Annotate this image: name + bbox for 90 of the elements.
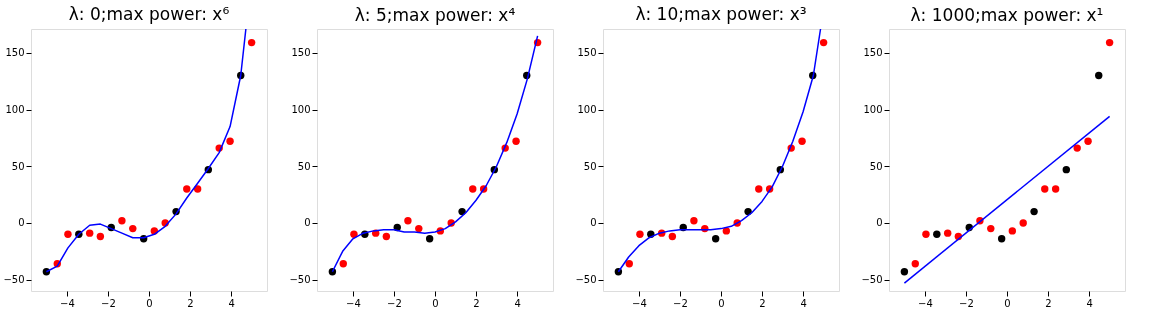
y-tick-label: 150 [577,47,597,59]
y-tick-label: 150 [5,47,25,59]
point [226,137,234,145]
point [744,207,752,216]
point [350,230,358,238]
point [711,235,720,243]
point [469,185,477,193]
point [636,230,644,238]
y-tick-label: 0 [18,217,25,229]
y-tick-label: −50 [575,274,597,286]
chart-title: λ: 5;max power: x⁴ [354,5,516,25]
point [247,38,256,47]
point [118,216,126,225]
y-tick-label: −50 [861,274,883,286]
point [987,224,995,233]
point [129,224,137,233]
y-tick-label: 0 [304,217,311,229]
x-tick-label: 2 [187,297,194,309]
y-tick-label: 50 [869,160,883,172]
point [1095,71,1103,80]
y-tick-label: 100 [5,104,25,116]
point [96,232,105,241]
y-tick-label: 100 [291,104,311,116]
y-tick-label: −50 [3,274,25,286]
chart-title: λ: 0;max power: x⁶ [68,4,230,25]
y-tick-label: −50 [289,274,311,286]
point [382,232,391,241]
point [64,230,72,238]
x-tick-label: −2 [673,297,688,309]
point [625,260,633,268]
y-tick-label: 100 [863,104,883,116]
point [1008,227,1017,235]
x-tick-label: −4 [60,297,75,309]
chart-title: λ: 10;max power: x³ [635,4,807,25]
x-tick-label: 4 [514,297,521,309]
y-tick-label: 50 [583,160,597,172]
x-tick-label: −2 [959,297,974,309]
point [933,230,941,238]
point [193,185,202,193]
point [404,216,412,225]
x-tick-label: 0 [1004,297,1011,309]
x-tick-label: 0 [146,297,153,309]
point [1030,207,1038,216]
point [425,235,434,243]
point [819,38,828,47]
x-tick-label: −2 [387,297,402,309]
point [415,224,423,233]
point [512,137,520,145]
point [722,227,731,235]
y-tick-label: 50 [11,160,25,172]
x-tick-label: −4 [346,297,361,309]
point [943,229,952,237]
y-tick-label: 0 [590,217,597,229]
point [1105,38,1114,47]
point [183,185,191,193]
point [668,232,677,241]
x-tick-label: 2 [1045,297,1052,309]
point [911,260,919,268]
x-tick-label: 0 [432,297,439,309]
x-tick-label: 4 [1086,297,1093,309]
x-tick-label: −2 [101,297,116,309]
point [1019,219,1027,227]
point [328,268,337,276]
point [922,230,930,238]
y-tick-label: 100 [577,104,597,116]
x-tick-label: 2 [473,297,480,309]
point [997,235,1006,243]
y-tick-label: 150 [291,47,311,59]
point [1062,165,1071,174]
point [1051,185,1060,193]
point [798,137,806,145]
point [1041,185,1049,193]
point [85,229,94,237]
y-tick-label: 0 [876,217,883,229]
x-tick-label: 4 [800,297,807,309]
point [1073,144,1081,152]
y-tick-label: 50 [297,160,311,172]
point [1084,137,1092,145]
x-tick-label: 4 [228,297,235,309]
y-tick-label: 150 [863,47,883,59]
x-tick-label: 0 [718,297,725,309]
x-tick-label: −4 [918,297,933,309]
chart-title: λ: 1000;max power: x¹ [910,5,1104,25]
point [900,268,909,276]
point [458,207,466,216]
point [755,185,763,193]
x-tick-label: 2 [759,297,766,309]
point [690,216,698,225]
x-tick-label: −4 [632,297,647,309]
point [339,260,347,268]
